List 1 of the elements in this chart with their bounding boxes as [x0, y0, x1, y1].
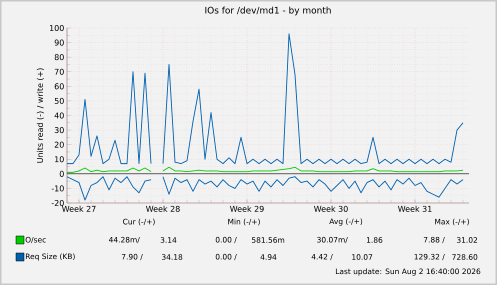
chart-title: IOs for /dev/md1 - by month — [205, 6, 331, 16]
